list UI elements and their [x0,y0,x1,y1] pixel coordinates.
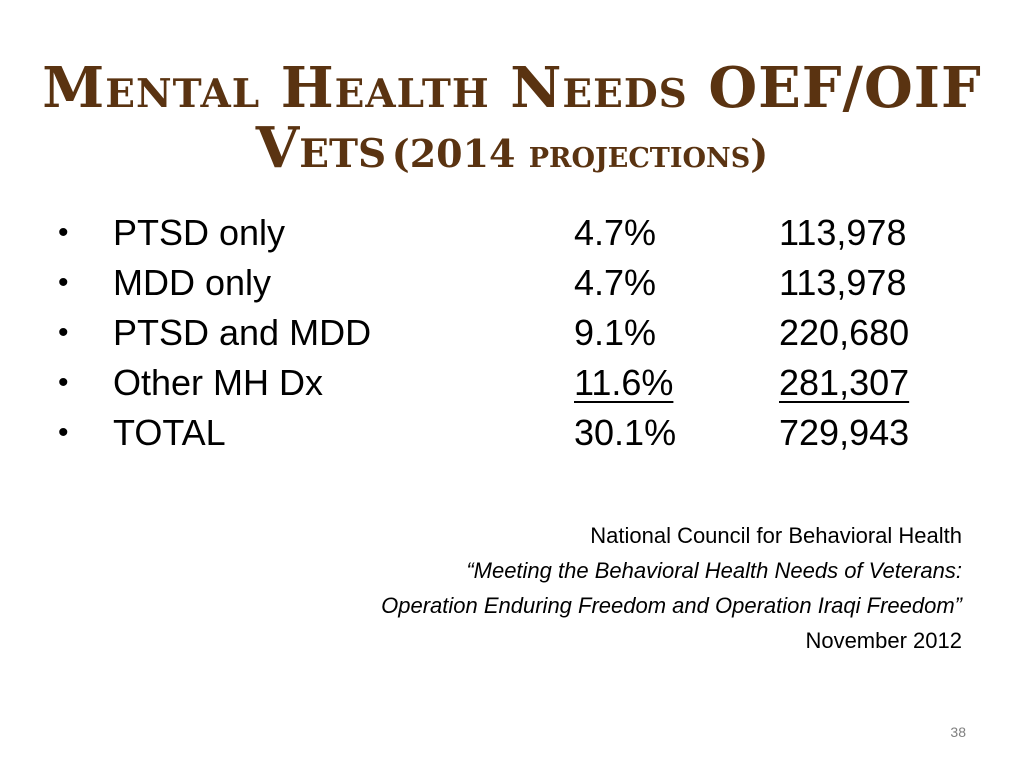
row-count: 220,680 [779,312,910,353]
title-line-2-sub: (2014 projections) [391,131,769,176]
row-percent: 9.1% [574,312,657,353]
row-percent: 4.7% [574,262,657,303]
source-org: National Council for Behavioral Health [590,523,962,548]
bullet-list: • PTSD only 4.7% 113,978 • MDD only 4.7%… [0,212,1024,462]
page-number: 38 [950,724,966,740]
list-item-mdd-only: • MDD only 4.7% 113,978 [0,262,1024,312]
row-count: 281,307 [779,362,910,403]
source-date: November 2012 [805,628,962,653]
row-percent: 11.6% [574,362,674,403]
row-label: MDD only [113,262,272,303]
slide-title: Mental Health Needs OEF/OIF Vets (2014 p… [40,58,984,192]
list-item-other-mh-dx: • Other MH Dx 11.6% 281,307 [0,362,1024,412]
title-line-2-main: Vets [255,115,387,181]
bullet-icon: • [58,416,69,449]
title-line-2: Vets (2014 projections) [40,118,984,192]
row-count: 113,978 [779,262,907,303]
bullet-icon: • [58,216,69,249]
row-percent: 4.7% [574,212,657,253]
row-label: PTSD and MDD [113,312,372,353]
row-label: PTSD only [113,212,286,253]
list-item-total: • TOTAL 30.1% 729,943 [0,412,1024,462]
source-report-line-1: “Meeting the Behavioral Health Needs of … [466,558,962,583]
bullet-icon: • [58,266,69,299]
row-percent: 30.1% [574,412,677,453]
list-item-ptsd-only: • PTSD only 4.7% 113,978 [0,212,1024,262]
title-line-1: Mental Health Needs OEF/OIF [42,55,982,121]
bullet-icon: • [58,366,69,399]
bullet-icon: • [58,316,69,349]
row-count: 113,978 [779,212,907,253]
row-label: TOTAL [113,412,226,453]
list-item-ptsd-and-mdd: • PTSD and MDD 9.1% 220,680 [0,312,1024,362]
source-citation: National Council for Behavioral Health “… [162,518,962,658]
source-report-line-2: Operation Enduring Freedom and Operation… [381,593,962,618]
row-label: Other MH Dx [113,362,324,403]
row-count: 729,943 [779,412,910,453]
